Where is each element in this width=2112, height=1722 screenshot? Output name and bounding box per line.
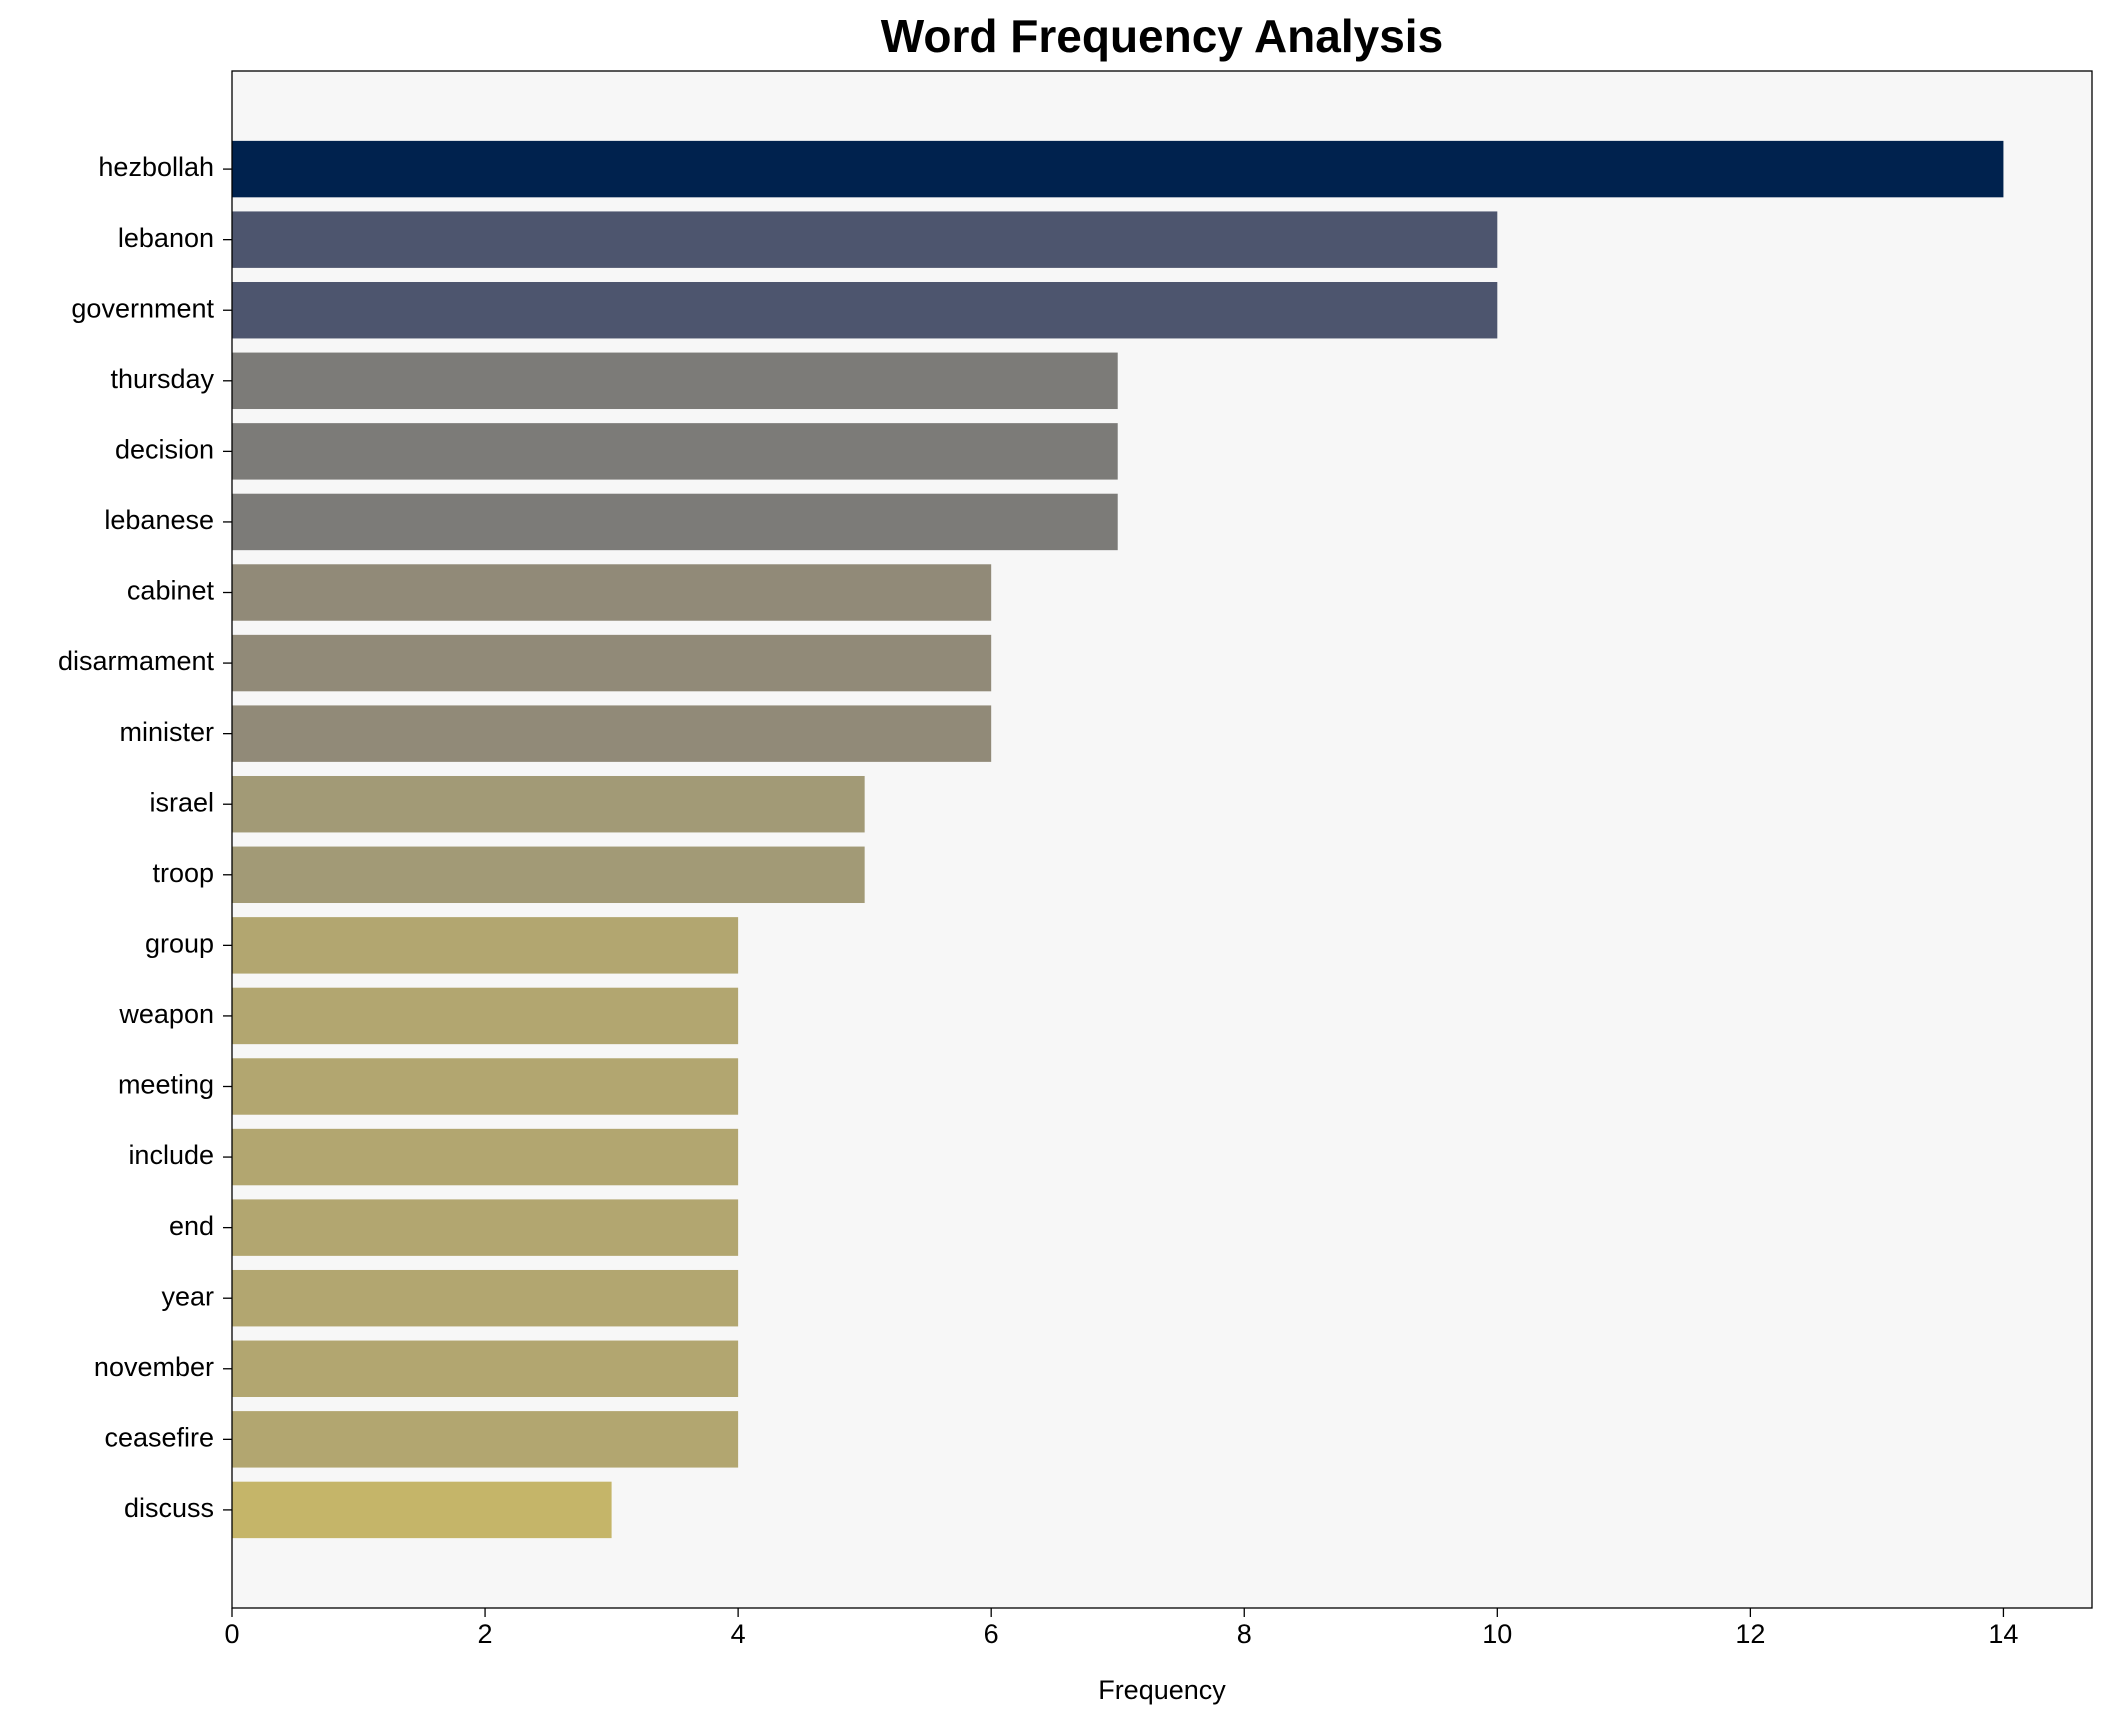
y-tick-label: lebanese bbox=[104, 505, 214, 535]
bar bbox=[232, 564, 992, 621]
bar bbox=[232, 705, 992, 762]
x-tick-label: 12 bbox=[1735, 1619, 1765, 1649]
bar bbox=[232, 1199, 739, 1256]
y-tick-label: ceasefire bbox=[104, 1422, 214, 1452]
bar bbox=[232, 1340, 739, 1397]
x-tick-label: 10 bbox=[1482, 1619, 1512, 1649]
y-tick-label: weapon bbox=[118, 999, 214, 1029]
y-tick-label: israel bbox=[149, 787, 214, 817]
bar bbox=[232, 140, 2004, 198]
x-tick-label: 14 bbox=[1988, 1619, 2018, 1649]
bar bbox=[232, 1411, 739, 1468]
bar bbox=[232, 282, 1498, 339]
bar bbox=[232, 1058, 739, 1115]
x-tick-label: 0 bbox=[224, 1619, 239, 1649]
bar bbox=[232, 634, 992, 692]
y-tick-label: november bbox=[94, 1352, 214, 1382]
y-tick-label: minister bbox=[119, 717, 214, 747]
y-tick-label: year bbox=[161, 1281, 214, 1311]
y-tick-label: include bbox=[128, 1140, 214, 1170]
bar bbox=[232, 423, 1118, 480]
y-tick-label: end bbox=[169, 1211, 214, 1241]
x-tick-label: 4 bbox=[731, 1619, 746, 1649]
y-tick-label: troop bbox=[152, 858, 214, 888]
y-tick-label: cabinet bbox=[127, 576, 215, 606]
y-tick-label: government bbox=[71, 293, 214, 323]
y-tick-label: discuss bbox=[124, 1493, 214, 1523]
y-tick-label: decision bbox=[115, 434, 214, 464]
y-tick-label: hezbollah bbox=[98, 152, 214, 182]
bar bbox=[232, 493, 1118, 551]
bar bbox=[232, 987, 739, 1045]
y-tick-label: group bbox=[145, 928, 214, 958]
plot-frame bbox=[231, 70, 2093, 1609]
bar bbox=[232, 1128, 739, 1186]
y-tick-label: disarmament bbox=[58, 646, 215, 676]
chart-title: Word Frequency Analysis bbox=[881, 10, 1443, 62]
bar bbox=[232, 775, 865, 833]
bar bbox=[232, 211, 1498, 268]
x-axis-label: Frequency bbox=[1098, 1675, 1226, 1705]
x-tick-label: 2 bbox=[478, 1619, 493, 1649]
bar bbox=[232, 1269, 739, 1327]
y-tick-label: meeting bbox=[118, 1070, 214, 1100]
y-tick-label: thursday bbox=[110, 364, 214, 394]
y-tick-label: lebanon bbox=[118, 223, 214, 253]
bar bbox=[232, 352, 1118, 410]
x-tick-label: 8 bbox=[1237, 1619, 1252, 1649]
bar bbox=[232, 917, 739, 974]
bar bbox=[232, 1481, 612, 1539]
x-tick-label: 6 bbox=[984, 1619, 999, 1649]
bar bbox=[232, 846, 865, 904]
